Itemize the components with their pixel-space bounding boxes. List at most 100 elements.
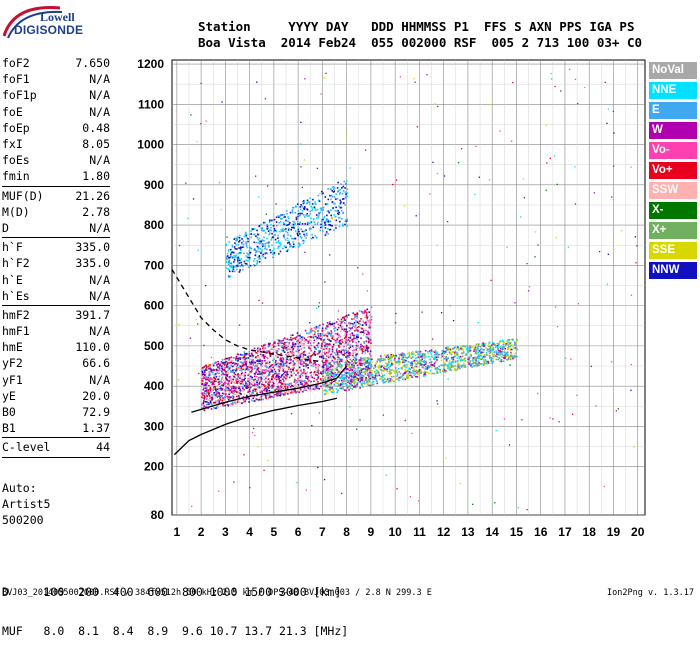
echo-point — [356, 334, 358, 336]
noise-point — [410, 496, 411, 497]
echo-point — [369, 385, 371, 387]
echo-point — [304, 216, 306, 218]
echo-point — [274, 369, 276, 371]
noise-point — [254, 435, 255, 436]
echo-point — [361, 360, 363, 362]
echo-point — [367, 358, 369, 360]
echo-point — [404, 354, 406, 356]
noise-point — [511, 141, 512, 142]
echo-point — [241, 243, 243, 245]
echo-point — [259, 261, 261, 263]
echo-point — [263, 346, 265, 348]
noise-point — [264, 254, 265, 255]
echo-point — [334, 352, 336, 354]
echo-point — [257, 377, 259, 379]
echo-point — [480, 346, 482, 348]
echo-point — [262, 349, 264, 351]
noise-point — [613, 132, 614, 133]
echo-point — [299, 380, 301, 382]
noise-point — [383, 414, 384, 415]
echo-point — [497, 343, 499, 345]
noise-point — [266, 214, 267, 215]
echo-point — [297, 349, 299, 351]
echo-point — [370, 339, 372, 341]
echo-point — [209, 364, 211, 366]
echo-point — [371, 306, 373, 308]
echo-point — [317, 381, 319, 383]
echo-point — [322, 193, 324, 195]
echo-point — [365, 336, 367, 338]
echo-point — [404, 356, 406, 358]
echo-point — [288, 344, 290, 346]
echo-point — [398, 368, 400, 370]
echo-point — [233, 238, 235, 240]
noise-point — [275, 203, 276, 204]
echo-point — [433, 373, 435, 375]
echo-point — [249, 362, 251, 364]
echo-point — [293, 352, 295, 354]
echo-point — [342, 317, 344, 319]
echo-point — [326, 215, 328, 217]
echo-point — [335, 333, 337, 335]
echo-point — [232, 370, 234, 372]
echo-point — [268, 378, 270, 380]
echo-point — [283, 214, 285, 216]
echo-point — [411, 363, 413, 365]
noise-point — [551, 73, 552, 74]
echo-point — [471, 366, 473, 368]
echo-point — [270, 355, 272, 357]
echo-point — [299, 222, 301, 224]
echo-point — [286, 341, 288, 343]
echo-point — [256, 380, 258, 382]
echo-point — [336, 338, 338, 340]
echo-point — [230, 275, 232, 277]
echo-point — [340, 207, 342, 209]
echo-point — [396, 372, 398, 374]
echo-point — [322, 327, 324, 329]
echo-point — [348, 364, 350, 366]
echo-point — [284, 351, 286, 353]
echo-point — [395, 355, 397, 357]
echo-point — [284, 216, 286, 218]
x-tick-label: 1 — [174, 525, 181, 539]
x-tick-label: 6 — [295, 525, 302, 539]
echo-point — [295, 374, 297, 376]
noise-point — [504, 418, 505, 419]
echo-point — [384, 374, 386, 376]
echo-point — [225, 393, 227, 395]
echo-point — [292, 241, 294, 243]
echo-point — [273, 248, 275, 250]
echo-point — [300, 348, 302, 350]
echo-point — [450, 367, 452, 369]
echo-point — [213, 395, 215, 397]
noise-point — [621, 230, 622, 231]
y-tick-label: 800 — [144, 218, 164, 232]
echo-point — [211, 399, 213, 401]
echo-point — [247, 241, 249, 243]
echo-point — [457, 357, 459, 359]
echo-point — [294, 357, 296, 359]
echo-point — [319, 212, 321, 214]
echo-point — [285, 347, 287, 349]
echo-point — [316, 371, 318, 373]
noise-point — [549, 417, 550, 418]
noise-point — [635, 262, 636, 263]
echo-point — [254, 228, 256, 230]
echo-point — [237, 353, 239, 355]
noise-point — [500, 130, 501, 131]
echo-point — [449, 369, 451, 371]
echo-point — [302, 383, 304, 385]
echo-point — [463, 349, 465, 351]
echo-point — [285, 220, 287, 222]
echo-point — [490, 352, 492, 354]
echo-point — [341, 351, 343, 353]
noise-point — [578, 303, 579, 304]
echo-point — [339, 193, 341, 195]
echo-point — [396, 369, 398, 371]
echo-point — [401, 367, 403, 369]
echo-point — [333, 328, 335, 330]
echo-point — [211, 408, 213, 410]
echo-point — [317, 327, 319, 329]
echo-point — [257, 348, 259, 350]
echo-point — [285, 246, 287, 248]
